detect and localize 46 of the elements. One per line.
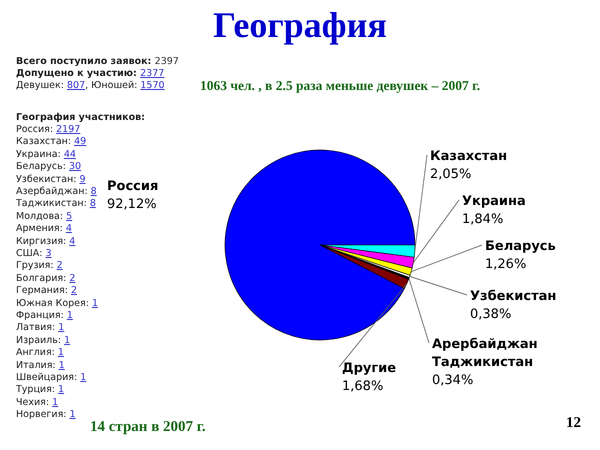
text: Латвия: 1 (16, 322, 64, 334)
slice-label: Украина (462, 194, 526, 209)
text: Молдова: 5 (16, 210, 72, 222)
slice-label: Россия (107, 179, 158, 194)
text: Беларусь: 30 (16, 161, 82, 172)
text: Англия: 1 (16, 347, 64, 358)
text: Армения: 4 (16, 223, 72, 234)
slice-label: Узбекистан (470, 289, 556, 304)
text: География участников: (16, 112, 145, 123)
text: Девушек: 807, Юношей: 1570 (16, 80, 165, 91)
text: Казахстан: 49 (16, 136, 86, 148)
text: Допущено к участию: 2377 (16, 68, 164, 79)
text: Израиль: 1 (16, 334, 70, 346)
slice-label: Другие (342, 361, 396, 376)
data-label: 2,05% (430, 167, 472, 182)
text: 12 (566, 415, 581, 432)
text: Киргизия: 4 (16, 236, 76, 247)
slice-label: Беларусь (485, 239, 556, 254)
text: США: 3 (16, 248, 52, 259)
data-label: 1,26% (485, 257, 526, 272)
data-label: 1,68% (342, 379, 384, 394)
data-label: 1,84% (462, 212, 504, 227)
text: Южная Корея: 1 (16, 298, 98, 309)
chart-title: География (212, 4, 388, 46)
text: Франция: 1 (16, 310, 73, 321)
slice-label: Казахстан (430, 149, 508, 164)
text: Украина: 44 (16, 148, 76, 160)
text: Германия: 2 (16, 285, 78, 296)
text: Грузия: 2 (16, 260, 63, 272)
text: Таджикистан: 8 (16, 198, 96, 210)
text: Болгария: 2 (16, 272, 76, 284)
data-label: 0,34% (432, 373, 474, 388)
text: Россия: 2197 (16, 124, 80, 135)
text: Турция: 1 (16, 384, 64, 396)
text: Норвегия: 1 (16, 409, 76, 420)
slice-label: Арербайджан Таджикистан (432, 337, 538, 370)
data-label: 0,38% (470, 307, 512, 322)
data-label: 92,12% (107, 197, 157, 212)
text: Чехия: 1 (16, 396, 58, 408)
text: Италия: 1 (16, 360, 65, 371)
text: 1063 чел. , в 2.5 раза меньше девушек – 2007 г. (200, 78, 480, 94)
text: Швейцария: 1 (16, 372, 86, 383)
text: Узбекистан: 9 (16, 174, 86, 185)
text: Всего поступило заявок: 2397 (16, 56, 179, 67)
text: Азербайджан: 8 (16, 186, 97, 197)
text: 14 стран в 2007 г. (90, 419, 206, 436)
